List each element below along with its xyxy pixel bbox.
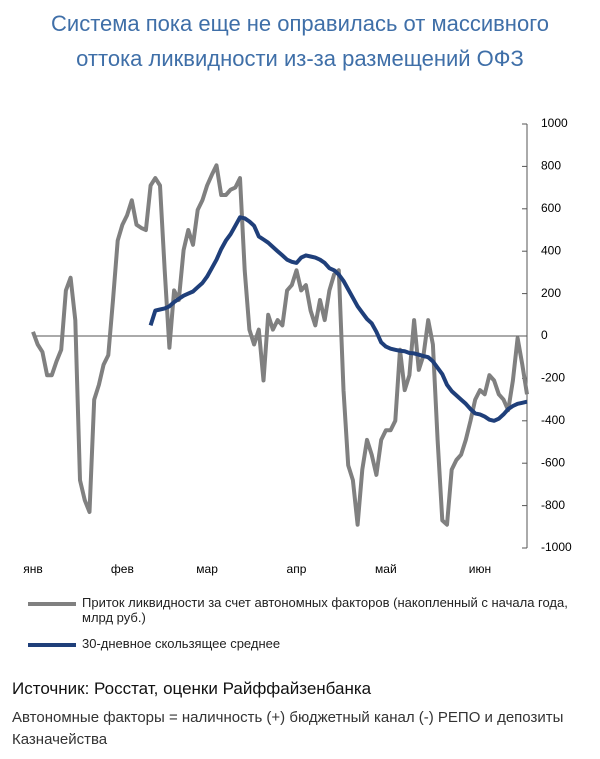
legend-label: 30-дневное скользящее среднее <box>82 636 281 651</box>
y-tick-label: 0 <box>541 328 548 342</box>
y-tick-label: -200 <box>541 371 565 385</box>
note: Автономные факторы = наличность (+) бюдж… <box>12 709 564 748</box>
x-tick-label: май <box>375 562 397 576</box>
x-tick-label: июн <box>469 562 491 576</box>
source: Источник: Росстат, оценки Райффайзенбанк… <box>12 679 372 698</box>
y-tick-label: 800 <box>541 159 561 173</box>
y-tick-label: 400 <box>541 243 561 257</box>
y-tick-label: -1000 <box>541 540 572 554</box>
series-line <box>31 163 529 527</box>
chart: 1000 800 600 400 200 0 -200 -400 -600 -800 -1000 ян… <box>23 116 572 576</box>
series-line <box>148 215 528 423</box>
y-tick-label: -800 <box>541 498 565 512</box>
y-tick-label: 200 <box>541 286 561 300</box>
y-tick-label: 600 <box>541 201 561 215</box>
x-tick-label: янв <box>23 562 43 576</box>
y-tick-label: -400 <box>541 413 565 427</box>
legend-item: Приток ликвидности за счет автономных фа… <box>28 595 588 625</box>
legend-swatch <box>28 643 76 647</box>
x-tick-label: мар <box>196 562 218 576</box>
y-tick-label: 1000 <box>541 116 568 130</box>
chart-title: Система пока еще не оправилась от массив… <box>51 11 549 71</box>
y-tick-label: -600 <box>541 455 565 469</box>
legend-swatch <box>28 602 76 606</box>
x-tick-label: апр <box>287 562 307 576</box>
legend-item: 30-дневное скользящее среднее <box>28 636 588 651</box>
legend-label: Приток ликвидности за счет автономных фа… <box>82 595 568 625</box>
x-tick-label: фев <box>111 562 134 576</box>
